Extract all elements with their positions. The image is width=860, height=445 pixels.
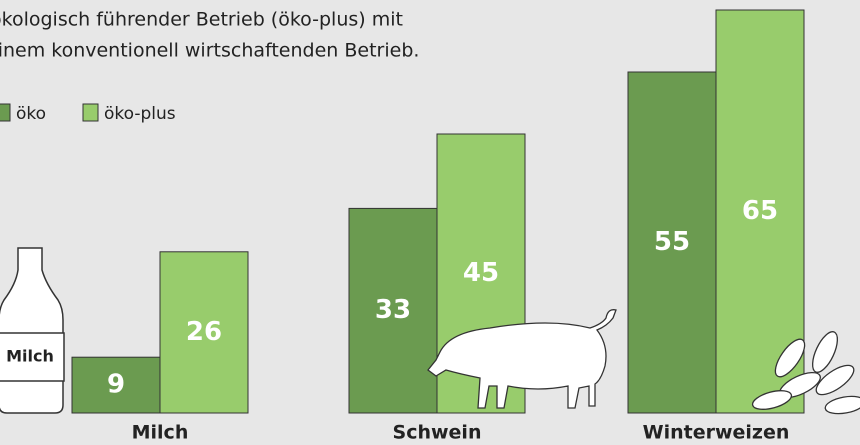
title-line: ökologisch führender Betrieb (öko-plus) … (0, 9, 403, 31)
bar-value-label: 9 (107, 370, 125, 400)
legend-label: öko (16, 104, 46, 124)
bar-value-label: 26 (186, 317, 222, 347)
bar-value-label: 65 (742, 196, 778, 226)
x-tick-label: Schwein (393, 422, 482, 444)
legend-label: öko-plus (104, 104, 176, 124)
x-tick-label: Milch (132, 422, 189, 444)
bar-value-label: 45 (463, 258, 499, 288)
title-line: einem konventionell wirtschaftenden Betr… (0, 40, 419, 62)
x-tick-label: Winterweizen (643, 422, 790, 444)
bar-value-label: 33 (375, 295, 411, 325)
page: ökologisch führender Betrieb (öko-plus) … (0, 0, 860, 445)
legend-swatch (0, 104, 10, 121)
bottle-label: Milch (6, 347, 54, 366)
bar-value-label: 55 (654, 227, 690, 257)
chart: ökologisch führender Betrieb (öko-plus) … (0, 0, 860, 445)
legend-swatch (83, 104, 98, 121)
